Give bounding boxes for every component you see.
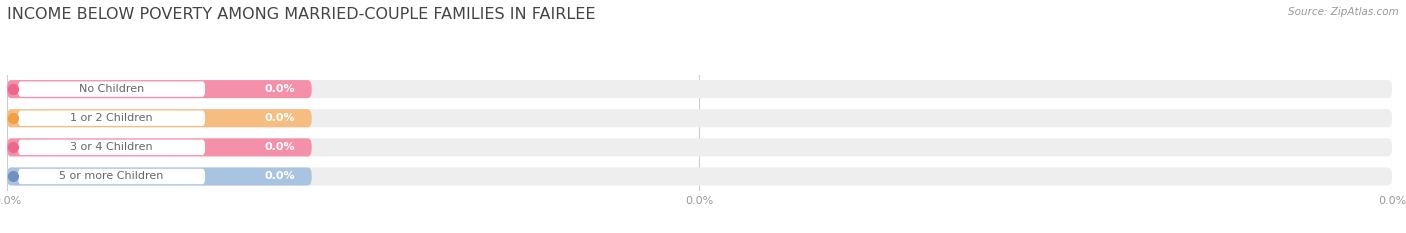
FancyBboxPatch shape xyxy=(18,140,205,155)
FancyBboxPatch shape xyxy=(7,168,1392,185)
FancyBboxPatch shape xyxy=(7,109,312,127)
FancyBboxPatch shape xyxy=(18,81,205,97)
Text: 3 or 4 Children: 3 or 4 Children xyxy=(70,142,153,152)
Text: Source: ZipAtlas.com: Source: ZipAtlas.com xyxy=(1288,7,1399,17)
FancyBboxPatch shape xyxy=(18,169,205,184)
Text: No Children: No Children xyxy=(79,84,145,94)
FancyBboxPatch shape xyxy=(18,110,205,126)
FancyBboxPatch shape xyxy=(7,109,1392,127)
Text: 0.0%: 0.0% xyxy=(264,171,295,182)
Text: INCOME BELOW POVERTY AMONG MARRIED-COUPLE FAMILIES IN FAIRLEE: INCOME BELOW POVERTY AMONG MARRIED-COUPL… xyxy=(7,7,596,22)
Text: 1 or 2 Children: 1 or 2 Children xyxy=(70,113,153,123)
FancyBboxPatch shape xyxy=(7,80,1392,98)
Text: 0.0%: 0.0% xyxy=(264,142,295,152)
FancyBboxPatch shape xyxy=(7,138,312,156)
Text: 5 or more Children: 5 or more Children xyxy=(59,171,163,182)
FancyBboxPatch shape xyxy=(7,168,312,185)
FancyBboxPatch shape xyxy=(7,80,312,98)
Text: 0.0%: 0.0% xyxy=(264,113,295,123)
FancyBboxPatch shape xyxy=(7,138,1392,156)
Text: 0.0%: 0.0% xyxy=(264,84,295,94)
